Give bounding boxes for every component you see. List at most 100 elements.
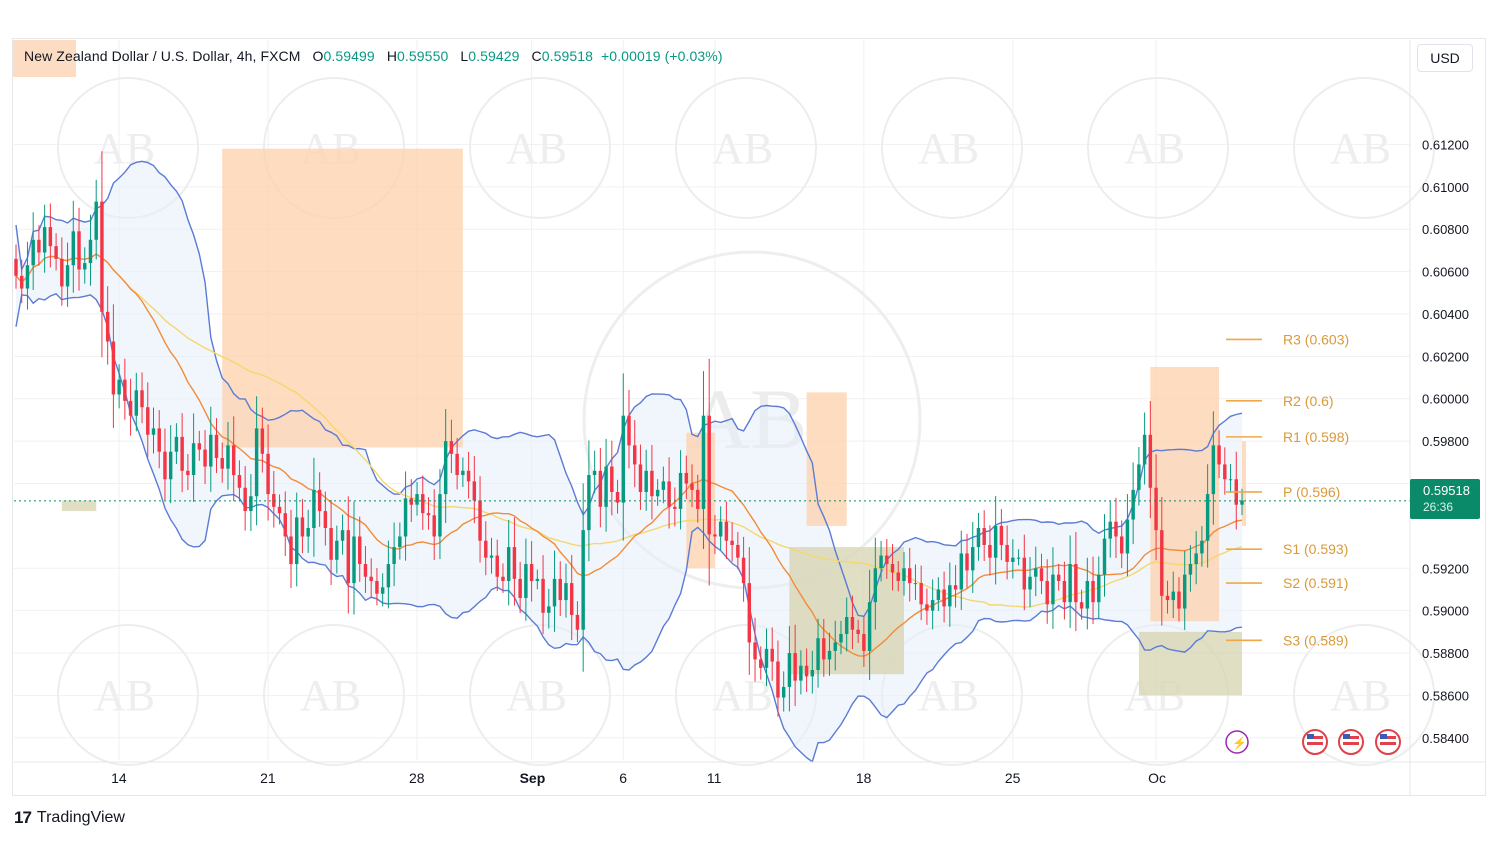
candle-body [638, 464, 643, 492]
candle-body [948, 585, 952, 607]
candle-body [1182, 574, 1187, 609]
candle-body [959, 553, 963, 590]
candle-body [850, 617, 855, 630]
candle-body [329, 528, 333, 560]
bar-countdown: 26:36 [1423, 500, 1454, 514]
candle-body [564, 583, 568, 601]
candle-body [14, 258, 18, 276]
candle-body [421, 494, 425, 514]
candle-body [1114, 521, 1118, 537]
candle-body [1125, 519, 1130, 554]
candle-body [54, 246, 58, 259]
candle-body [214, 434, 219, 459]
tradingview-logo[interactable]: 17 TradingView [14, 808, 125, 828]
candle-body [283, 513, 287, 537]
pivot-label-r3: R3 (0.603) [1283, 331, 1349, 347]
candle-body [610, 466, 614, 492]
candle-body [203, 449, 207, 467]
candle-body [409, 498, 414, 505]
watermark-seal-icon [1087, 77, 1229, 219]
watermark-text: AB [94, 671, 155, 720]
watermark-seal-icon [1293, 624, 1435, 766]
candle-body [529, 564, 534, 581]
candle-body [919, 583, 923, 605]
us-flag-stripe-icon [1307, 742, 1323, 745]
candle-body [501, 576, 505, 581]
x-axis-tick-label: 28 [409, 770, 425, 786]
legend-highlight [13, 40, 76, 77]
candle-body [380, 587, 385, 594]
moving-average-slow-line [15, 253, 1243, 608]
candle-body [1223, 464, 1227, 480]
candle-body [667, 481, 671, 507]
candle-body [804, 665, 809, 677]
candle-body [226, 445, 230, 469]
high-value: 0.59550 [397, 48, 449, 64]
candle-body [346, 530, 350, 584]
candle-body [1160, 530, 1164, 596]
candle-body [1051, 574, 1055, 605]
watermark-seal-icon [469, 77, 611, 219]
candle-body [243, 487, 247, 512]
candle-body [799, 665, 803, 681]
candle-body [352, 536, 356, 584]
candle-body [558, 578, 562, 601]
candle-body [833, 642, 837, 651]
watermark-text: AB [1330, 671, 1391, 720]
candle-body [1154, 487, 1158, 531]
candle-body [472, 481, 477, 501]
candle-body [1016, 557, 1021, 559]
candle-body [902, 568, 906, 581]
candle-body [323, 511, 328, 529]
x-axis-tick-label: 25 [1005, 770, 1021, 786]
candle-body [890, 564, 895, 573]
candle-body [655, 489, 660, 497]
x-axis-tick-label: 6 [619, 770, 627, 786]
candle-body [701, 415, 706, 509]
candle-body [272, 494, 276, 507]
candle-body [1228, 479, 1233, 481]
candle-body [1211, 445, 1216, 495]
candle-body [191, 443, 196, 476]
symbol-title[interactable]: New Zealand Dollar / U.S. Dollar, 4h, FX… [24, 48, 301, 64]
candle-body [644, 470, 648, 492]
lightning-event-icon[interactable] [1225, 730, 1249, 754]
candle-body [696, 489, 700, 509]
candle-body [787, 653, 792, 687]
currency-button[interactable]: USD [1417, 44, 1473, 72]
candle-body [37, 239, 41, 253]
candle-body [94, 201, 98, 240]
y-axis-tick-label: 0.59000 [1422, 604, 1469, 619]
y-axis-tick-label: 0.58800 [1422, 646, 1469, 661]
candle-body [1028, 576, 1032, 590]
candle-body [443, 441, 448, 495]
candle-body [88, 239, 93, 264]
low-value: 0.59429 [468, 48, 520, 64]
candle-body [455, 453, 459, 476]
candle-body [1177, 591, 1181, 609]
us-flag-stripe-icon [1307, 736, 1323, 739]
candle-body [1056, 574, 1061, 581]
candle-body [908, 568, 912, 584]
y-axis-tick-label: 0.59800 [1422, 434, 1469, 449]
candle-body [793, 653, 797, 681]
y-axis-tick-label: 0.58400 [1422, 731, 1469, 746]
candle-body [60, 258, 64, 287]
candle-body [741, 557, 746, 584]
candle-body [587, 475, 591, 531]
candle-body [1062, 580, 1067, 603]
y-axis-tick-label: 0.60800 [1422, 222, 1469, 237]
candle-body [661, 481, 666, 490]
candle-body [128, 400, 133, 416]
candle-body [1074, 564, 1078, 603]
candle-body [478, 500, 482, 541]
candle-body [392, 547, 396, 565]
y-axis-tick-label: 0.60000 [1422, 392, 1469, 407]
candle-body [592, 470, 597, 476]
candle-body [157, 428, 161, 452]
x-axis-tick-label: 18 [856, 770, 872, 786]
candle-body [925, 604, 929, 611]
candle-body [575, 614, 580, 630]
watermark-seal-icon [1293, 77, 1435, 219]
